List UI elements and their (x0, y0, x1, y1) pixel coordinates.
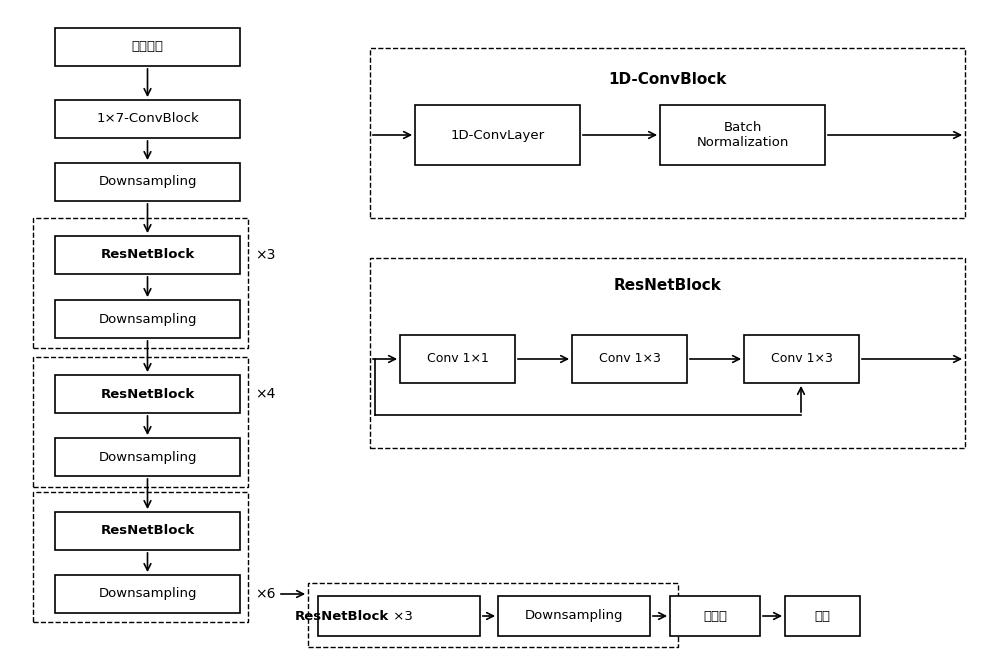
Text: ResNetBlock: ResNetBlock (100, 524, 195, 538)
Text: 训练数据: 训练数据 (132, 41, 164, 53)
Text: Downsampling: Downsampling (98, 587, 197, 601)
Text: ×3: ×3 (389, 609, 413, 623)
FancyBboxPatch shape (660, 105, 825, 165)
Bar (33, 492, 248, 622)
Text: ×3: ×3 (255, 248, 275, 262)
Text: ResNetBlock: ResNetBlock (614, 277, 722, 293)
FancyBboxPatch shape (55, 375, 240, 413)
Bar (370, 258, 965, 448)
Text: 1×7-ConvBlock: 1×7-ConvBlock (96, 112, 199, 126)
Text: Conv 1×3: Conv 1×3 (599, 353, 660, 365)
Bar (33, 357, 248, 487)
Text: ×4: ×4 (255, 387, 275, 401)
FancyBboxPatch shape (744, 335, 859, 383)
FancyBboxPatch shape (55, 236, 240, 274)
Text: ×6: ×6 (255, 587, 276, 601)
Text: ResNetBlock: ResNetBlock (100, 248, 195, 261)
FancyBboxPatch shape (415, 105, 580, 165)
FancyBboxPatch shape (55, 300, 240, 338)
Bar (308, 583, 678, 647)
Text: Downsampling: Downsampling (98, 176, 197, 188)
FancyBboxPatch shape (55, 28, 240, 66)
Text: Conv 1×1: Conv 1×1 (427, 353, 488, 365)
FancyBboxPatch shape (400, 335, 515, 383)
FancyBboxPatch shape (785, 596, 860, 636)
FancyBboxPatch shape (55, 163, 240, 201)
FancyBboxPatch shape (498, 596, 650, 636)
FancyBboxPatch shape (572, 335, 687, 383)
Text: Conv 1×3: Conv 1×3 (771, 353, 832, 365)
Text: 全连接: 全连接 (703, 609, 727, 623)
Text: Downsampling: Downsampling (98, 450, 197, 464)
Text: 1D-ConvBlock: 1D-ConvBlock (609, 73, 727, 88)
FancyBboxPatch shape (55, 575, 240, 613)
Bar (33, 218, 248, 348)
Text: Batch
Normalization: Batch Normalization (696, 121, 789, 149)
Text: ResNetBlock: ResNetBlock (295, 609, 389, 623)
FancyBboxPatch shape (55, 100, 240, 138)
FancyBboxPatch shape (670, 596, 760, 636)
Text: Downsampling: Downsampling (525, 609, 623, 623)
FancyBboxPatch shape (55, 512, 240, 550)
Text: Downsampling: Downsampling (98, 313, 197, 325)
Text: 1D-ConvLayer: 1D-ConvLayer (450, 128, 545, 142)
Bar (370, 48, 965, 218)
Text: ResNetBlock: ResNetBlock (100, 387, 195, 401)
FancyBboxPatch shape (318, 596, 480, 636)
FancyBboxPatch shape (55, 438, 240, 476)
Text: 输出: 输出 (814, 609, 830, 623)
